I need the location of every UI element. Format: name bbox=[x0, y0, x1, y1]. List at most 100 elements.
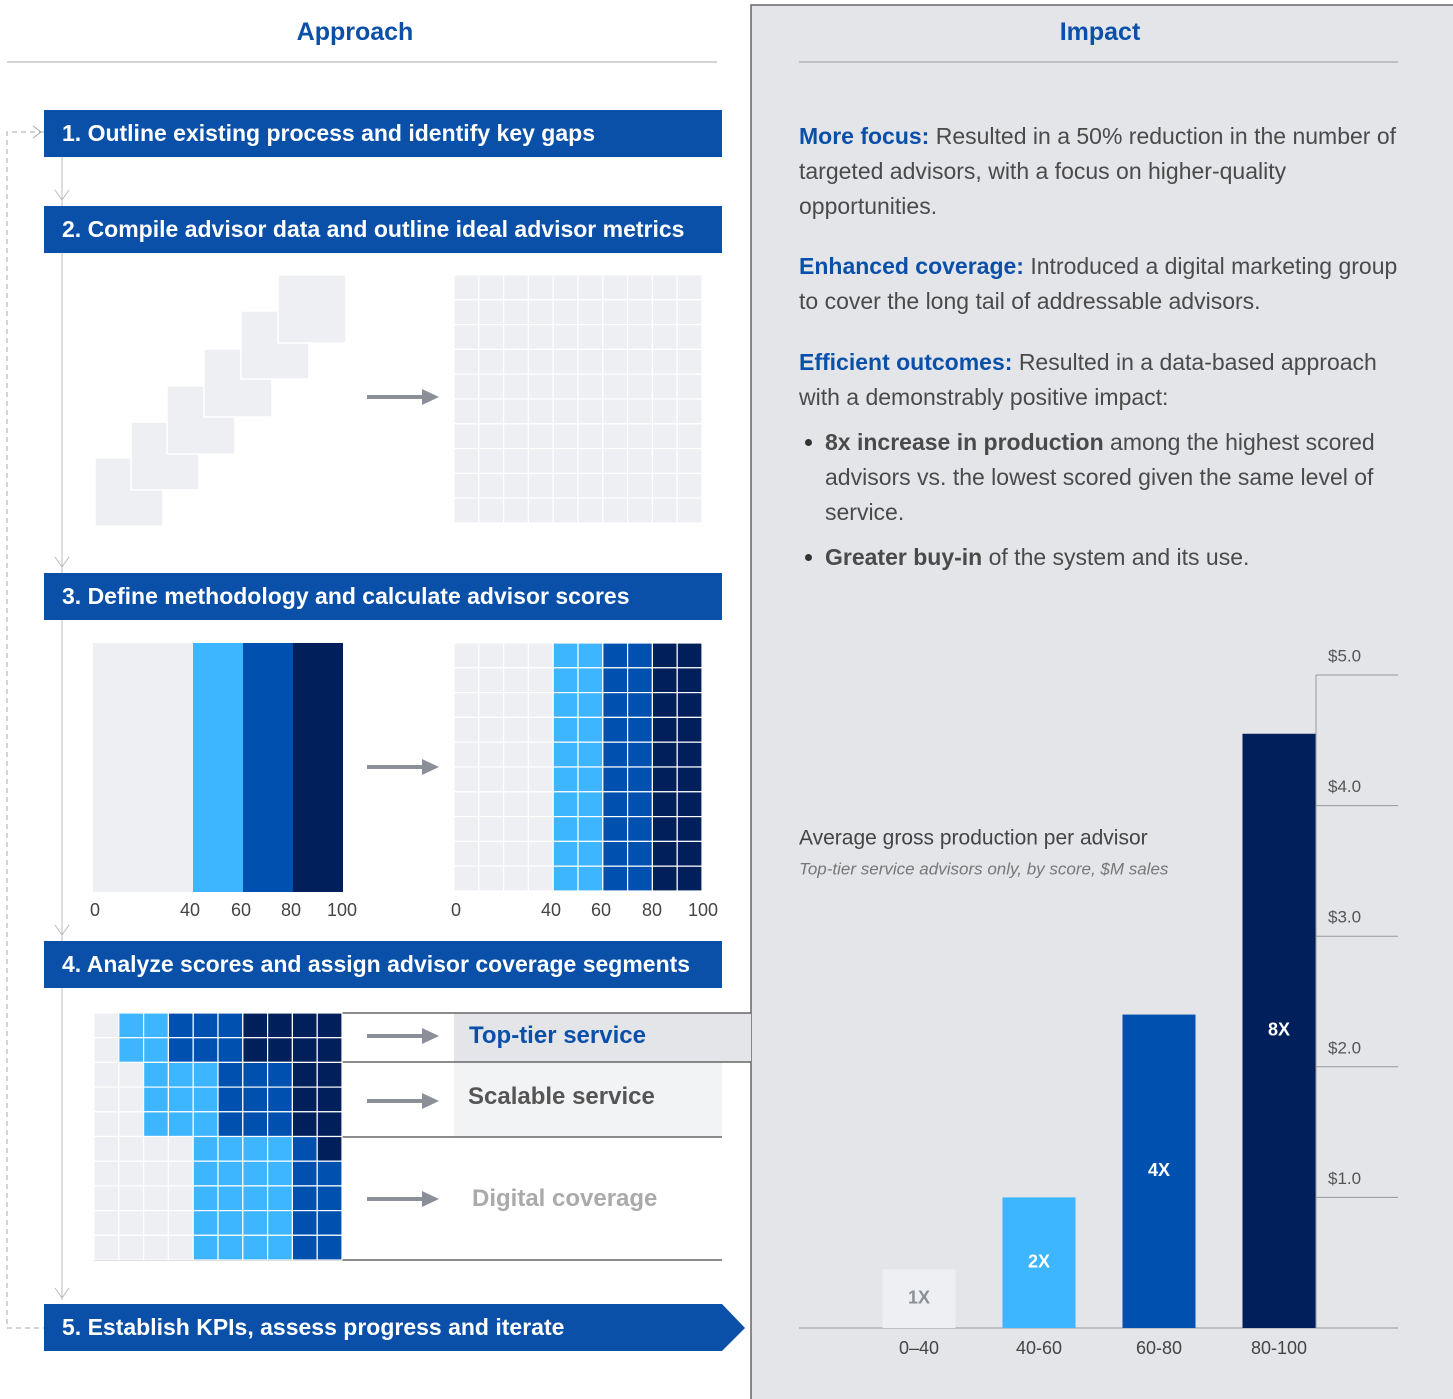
grid-cell bbox=[552, 865, 579, 892]
grid-cell bbox=[217, 1111, 244, 1138]
grid-cell bbox=[552, 324, 579, 351]
grid-cell bbox=[478, 373, 505, 400]
bar bbox=[1242, 733, 1316, 1328]
grid-cell bbox=[626, 865, 653, 892]
grid-cell bbox=[503, 815, 530, 842]
grid-cell bbox=[552, 791, 579, 818]
segment-box bbox=[454, 1062, 722, 1137]
grid-cell bbox=[602, 448, 629, 475]
score-band bbox=[93, 643, 193, 892]
grid-cell bbox=[453, 299, 480, 326]
grid-cell bbox=[217, 1086, 244, 1113]
grid-cell bbox=[676, 791, 703, 818]
grid-cell bbox=[503, 667, 530, 694]
grid-cell bbox=[242, 1086, 269, 1113]
grid-cell bbox=[242, 1160, 269, 1187]
grid-cell bbox=[527, 448, 554, 475]
grid-cell bbox=[527, 667, 554, 694]
grid-cell bbox=[192, 1185, 219, 1212]
grid-cell bbox=[527, 840, 554, 867]
grid-cell bbox=[552, 667, 579, 694]
grid-cell bbox=[676, 497, 703, 524]
sheet bbox=[277, 274, 347, 344]
grid-cell bbox=[676, 448, 703, 475]
grid-cell bbox=[602, 324, 629, 351]
arrow-head bbox=[422, 759, 439, 775]
grid-cell bbox=[577, 448, 604, 475]
x-tick-label: 0–40 bbox=[899, 1338, 939, 1358]
segment-label: Digital coverage bbox=[472, 1185, 658, 1212]
grid-cell bbox=[552, 766, 579, 793]
grid-cell bbox=[316, 1037, 343, 1063]
grid-cell bbox=[93, 1086, 120, 1113]
grid-cell bbox=[626, 299, 653, 326]
grid-cell bbox=[453, 448, 480, 475]
step-bar bbox=[44, 941, 722, 988]
grid-cell bbox=[143, 1209, 170, 1236]
grid-cell bbox=[626, 716, 653, 743]
y-tick-label: $1.0 bbox=[1328, 1169, 1361, 1188]
grid-cell bbox=[503, 348, 530, 375]
grid-cell bbox=[676, 766, 703, 793]
grid-cell bbox=[651, 815, 678, 842]
grid-cell bbox=[291, 1135, 318, 1162]
grid-cell bbox=[118, 1086, 145, 1113]
grid-cell bbox=[503, 840, 530, 867]
grid-cell bbox=[453, 274, 480, 301]
grid-cell bbox=[167, 1086, 194, 1113]
lead: Enhanced coverage: bbox=[799, 253, 1024, 279]
grid-cell bbox=[503, 398, 530, 425]
grid-cell bbox=[478, 865, 505, 892]
bar-annotation: 4X bbox=[1148, 1160, 1170, 1180]
grid-cell bbox=[242, 1185, 269, 1212]
grid-cell bbox=[651, 398, 678, 425]
segment-label: Top-tier service bbox=[469, 1022, 646, 1049]
grid-cell bbox=[626, 691, 653, 718]
grid-cell bbox=[167, 1135, 194, 1162]
grid-cell bbox=[93, 1111, 120, 1138]
grid-cell bbox=[527, 741, 554, 768]
chart-title: Average gross production per advisor bbox=[799, 827, 1148, 850]
chart-subtitle: Top-tier service advisors only, by score… bbox=[799, 859, 1169, 878]
grid-cell bbox=[291, 1185, 318, 1212]
grid-cell bbox=[143, 1086, 170, 1113]
grid-cell bbox=[453, 691, 480, 718]
grid-cell bbox=[676, 865, 703, 892]
grid-cell bbox=[453, 667, 480, 694]
grid-cell bbox=[552, 691, 579, 718]
grid-cell bbox=[527, 642, 554, 669]
grid-cell bbox=[478, 815, 505, 842]
grid-cell bbox=[291, 1160, 318, 1187]
grid-cell bbox=[217, 1037, 244, 1063]
grid-cell bbox=[676, 840, 703, 867]
grid-cell bbox=[552, 274, 579, 301]
grid-cell bbox=[291, 1234, 318, 1261]
grid-cell bbox=[478, 398, 505, 425]
grid-cell bbox=[267, 1086, 294, 1113]
score-tick-label: 100 bbox=[327, 900, 357, 920]
grid-cell bbox=[453, 840, 480, 867]
y-tick-label: $4.0 bbox=[1328, 777, 1361, 796]
grid-cell bbox=[267, 1135, 294, 1162]
grid-cell bbox=[217, 1160, 244, 1187]
impact-item: Enhanced coverage: Introduced a digital … bbox=[799, 249, 1399, 319]
grid-cell bbox=[267, 1185, 294, 1212]
grid-cell bbox=[453, 373, 480, 400]
heading: Approach bbox=[296, 18, 414, 46]
grid-cell bbox=[478, 766, 505, 793]
grid-cell bbox=[478, 497, 505, 524]
grid-cell bbox=[118, 1209, 145, 1236]
chevron bbox=[32, 125, 42, 139]
grid-cell bbox=[453, 348, 480, 375]
grid-cell bbox=[316, 1111, 343, 1138]
grid-cell bbox=[267, 1234, 294, 1261]
grid-cell bbox=[626, 840, 653, 867]
grid-cell bbox=[626, 815, 653, 842]
grid-cell bbox=[577, 791, 604, 818]
lead: Greater buy-in bbox=[825, 544, 983, 570]
grid-cell bbox=[192, 1061, 219, 1088]
grid-cell bbox=[93, 1234, 120, 1261]
grid-cell bbox=[651, 642, 678, 669]
grid-cell bbox=[552, 716, 579, 743]
x-tick-label: 40-60 bbox=[1016, 1338, 1062, 1358]
